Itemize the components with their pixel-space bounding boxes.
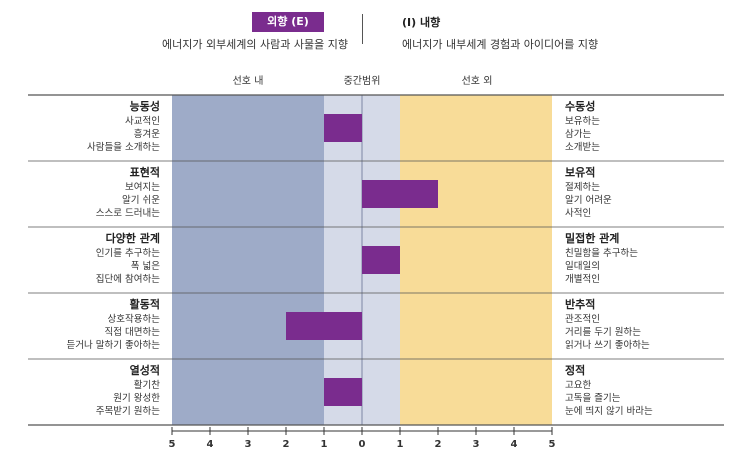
preference-bands: [172, 95, 552, 425]
x-tick-label: 3: [473, 439, 480, 450]
facet-right-item: 삼가는: [565, 129, 591, 140]
x-axis: 5 4 3 2 1 0 1 2 3 4 5: [169, 427, 556, 450]
facet-right-item: 절제하는: [565, 181, 600, 193]
facet-left-item: 인기를 추구하는: [96, 247, 160, 259]
facet-left-item: 사람들을 소개하는: [87, 141, 160, 153]
facet-right-item: 사적인: [565, 207, 591, 219]
facet-bar: [324, 378, 362, 406]
facet-bars: [286, 114, 438, 406]
facet-right-title: 밀접한 관계: [565, 231, 619, 245]
facet-left-title: 표현적: [130, 165, 160, 179]
facet-right-item: 알기 어려운: [565, 194, 612, 206]
facet-right-title: 정적: [565, 363, 585, 377]
facet-left-item: 듣거나 말하기 좋아하는: [67, 339, 161, 351]
facet-right-title: 수동성: [565, 99, 595, 113]
facet-left-item: 폭 넓은: [131, 261, 160, 272]
x-tick-label: 5: [549, 439, 556, 450]
facet-right-title: 보유적: [565, 165, 595, 179]
facet-bar: [324, 114, 362, 142]
x-tick-label: 0: [359, 439, 366, 450]
facet-left-item: 상호작용하는: [108, 313, 161, 325]
facet-bar: [286, 312, 362, 340]
facet-left-item: 주목받기 원하는: [96, 405, 160, 417]
introversion-legend-label: (I) 내향: [402, 16, 441, 29]
introversion-legend-description: 에너지가 내부세계 경험과 아이디어를 지향: [402, 38, 599, 51]
facet-left-item: 흥겨운: [134, 128, 160, 140]
facet-right-item: 관조적인: [565, 313, 600, 325]
x-tick-label: 1: [397, 439, 404, 450]
band-preference-in: [172, 95, 324, 425]
legend-divider: [362, 14, 363, 44]
facet-bar: [362, 246, 400, 274]
facet-right-item: 일대일의: [565, 261, 600, 272]
facet-bar: [362, 180, 438, 208]
facet-right-item: 고요한: [565, 380, 591, 391]
band-preference-out: [400, 95, 552, 425]
facet-right-title: 반추적: [565, 297, 595, 311]
facet-right-item: 보유하는: [565, 115, 600, 127]
extraversion-legend-description: 에너지가 외부세계의 사람과 사물을 지향: [161, 38, 348, 51]
facet-left-item: 스스로 드러내는: [96, 208, 160, 219]
facet-left-item: 활기찬: [134, 379, 160, 391]
extraversion-legend-label: 외향 (E): [252, 12, 324, 32]
facet-right-item: 개별적인: [565, 273, 600, 285]
x-tick-label: 1: [321, 439, 328, 450]
x-tick-label: 5: [169, 439, 176, 450]
facet-right-item: 소개받는: [565, 142, 600, 153]
zone-label-mid: 중간범위: [344, 74, 381, 87]
x-tick-label: 3: [245, 439, 252, 450]
zone-labels: 선호 내 중간범위 선호 외: [233, 74, 493, 87]
facet-right-item: 친밀함을 추구하는: [565, 247, 638, 259]
facet-left-item: 알기 쉬운: [122, 195, 160, 206]
x-tick-label: 4: [511, 439, 518, 450]
facet-left-title: 능동성: [130, 99, 160, 113]
facet-left-item: 원기 왕성한: [113, 393, 160, 404]
facet-left-title: 활동적: [130, 297, 160, 311]
x-tick-label: 2: [283, 439, 290, 450]
facet-left-item: 직접 대면하는: [105, 326, 161, 338]
legend: 외향 (E) 에너지가 외부세계의 사람과 사물을 지향 (I) 내향 에너지가…: [0, 0, 736, 60]
facet-left-title: 다양한 관계: [106, 231, 160, 245]
facet-left-item: 보여지는: [125, 181, 160, 193]
facet-left-item: 사교적인: [125, 115, 160, 127]
facet-left-title: 열성적: [130, 363, 160, 377]
row-dividers: [28, 94, 724, 426]
facet-right-item: 읽거나 쓰기 좋아하는: [565, 339, 650, 351]
zone-label-out: 선호 외: [462, 75, 493, 87]
facet-right-item: 거리를 두기 원하는: [565, 326, 641, 338]
facet-left-item: 집단에 참여하는: [96, 273, 160, 285]
zone-label-in: 선호 내: [233, 75, 264, 87]
facet-right-item: 눈에 띄지 않기 바라는: [565, 406, 653, 417]
facet-right-item: 고독을 즐기는: [565, 393, 621, 404]
x-tick-label: 2: [435, 439, 442, 450]
x-tick-label: 4: [207, 439, 214, 450]
